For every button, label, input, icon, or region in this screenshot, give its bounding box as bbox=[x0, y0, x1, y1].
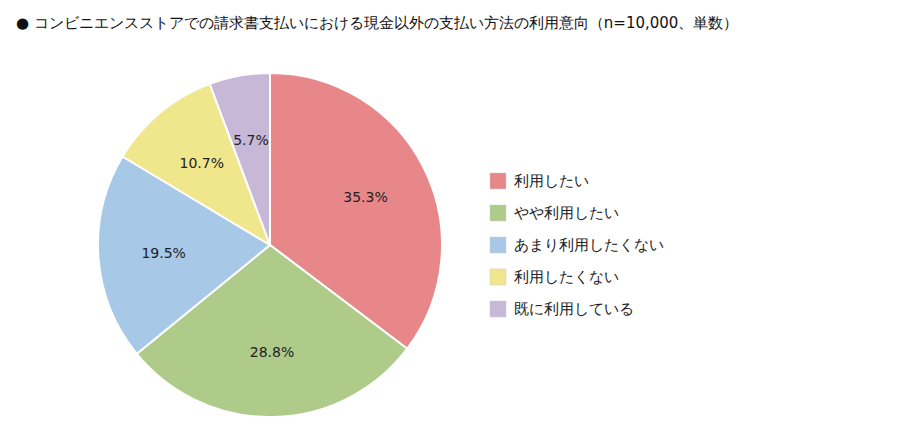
legend-swatch bbox=[490, 301, 506, 317]
data-label: 28.8% bbox=[250, 344, 294, 360]
data-label: 10.7% bbox=[180, 155, 224, 171]
legend-label: 既に利用している bbox=[514, 300, 634, 318]
legend-label: 利用したい bbox=[514, 172, 589, 190]
data-labels: 35.3% 28.8% 19.5% 10.7% 5.7% bbox=[141, 132, 387, 360]
legend-label: やや利用したい bbox=[514, 204, 619, 222]
legend-label: あまり利用したくない bbox=[514, 236, 664, 254]
legend: 利用したいやや利用したいあまり利用したくない利用したくない既に利用している bbox=[490, 172, 664, 318]
legend-swatch bbox=[490, 173, 506, 189]
chart-svg: ● コンビニエンスストアでの請求書支払いにおける現金以外の支払い方法の利用意向（… bbox=[0, 0, 915, 447]
pie bbox=[98, 73, 442, 417]
legend-swatch bbox=[490, 237, 506, 253]
data-label: 5.7% bbox=[233, 132, 269, 148]
chart-container: ● コンビニエンスストアでの請求書支払いにおける現金以外の支払い方法の利用意向（… bbox=[0, 0, 915, 447]
legend-swatch bbox=[490, 205, 506, 221]
title: ● コンビニエンスストアでの請求書支払いにおける現金以外の支払い方法の利用意向（… bbox=[16, 14, 738, 32]
legend-swatch bbox=[490, 269, 506, 285]
data-label: 35.3% bbox=[343, 189, 387, 205]
background bbox=[0, 0, 915, 447]
legend-label: 利用したくない bbox=[514, 268, 619, 286]
data-label: 19.5% bbox=[141, 245, 185, 261]
